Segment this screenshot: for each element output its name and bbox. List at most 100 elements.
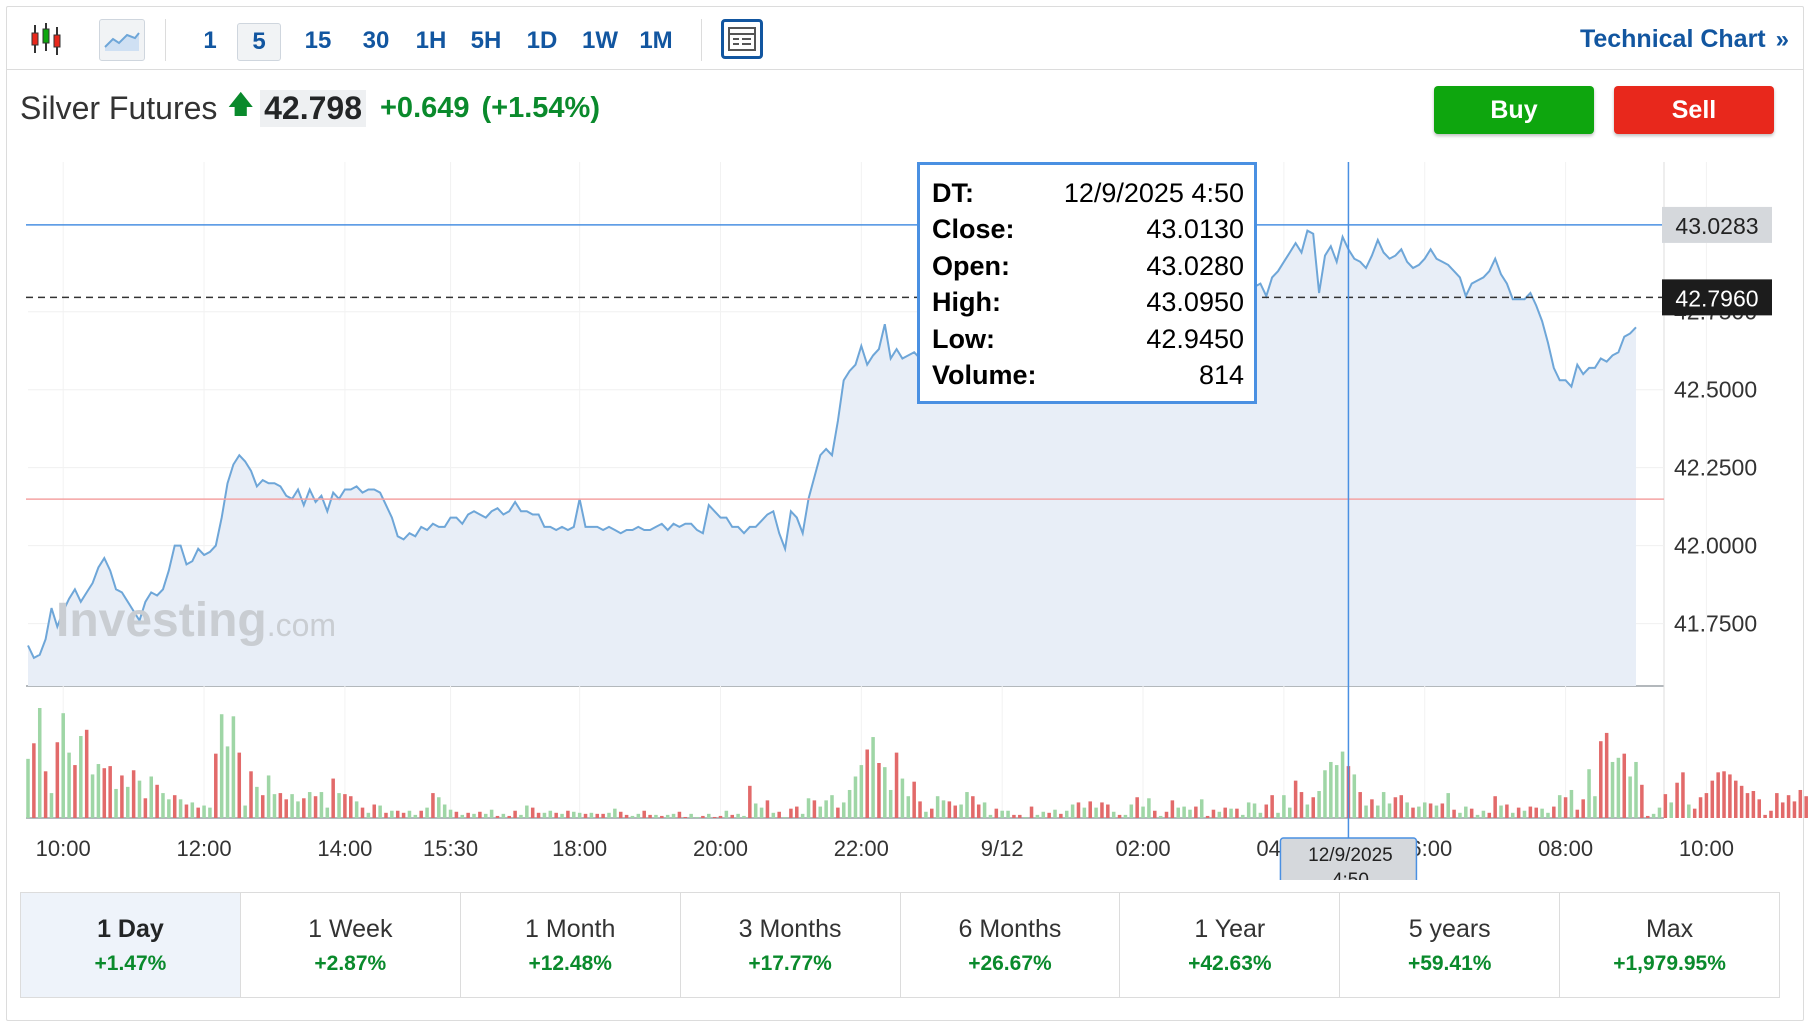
volume-bar <box>1704 793 1709 818</box>
volume-bar <box>1804 796 1808 818</box>
volume-bar <box>624 814 629 818</box>
volume-bar <box>1722 771 1726 818</box>
volume-bar <box>630 815 635 818</box>
period-tab[interactable]: 6 Months +26.67% <box>901 893 1121 997</box>
volume-bar <box>1452 809 1456 818</box>
volume-bar <box>1147 798 1151 818</box>
volume-bar <box>988 814 993 818</box>
candlestick-chart-icon[interactable] <box>27 19 67 59</box>
volume-bar <box>1106 804 1110 818</box>
period-tab[interactable]: 5 years +59.41% <box>1340 893 1561 997</box>
volume-bar <box>425 807 429 818</box>
timeframe-1h[interactable]: 1H <box>415 27 447 54</box>
price-chart[interactable]: 42.750042.500042.250042.000041.750010:00… <box>0 0 1808 880</box>
volume-bar <box>478 811 482 818</box>
volume-bar <box>442 804 447 818</box>
volume-bar <box>202 805 206 818</box>
volume-bar <box>695 816 699 818</box>
volume-bar <box>1176 807 1181 818</box>
volume-bar <box>1387 803 1392 818</box>
volume-bar <box>1692 808 1697 818</box>
volume-bar <box>395 810 400 818</box>
volume-bar <box>953 805 958 818</box>
volume-bar <box>1023 816 1028 818</box>
volume-bar <box>1657 807 1662 818</box>
volume-bar <box>519 814 523 818</box>
volume-bar <box>572 811 576 818</box>
volume-bar <box>818 806 823 818</box>
volume-bar <box>1276 812 1280 818</box>
volume-bar <box>196 807 200 818</box>
timeframe-1[interactable]: 1 <box>203 27 217 54</box>
volume-bar <box>548 810 553 818</box>
volume-bar <box>888 789 893 818</box>
volume-bar <box>824 800 828 818</box>
volume-bar <box>1217 811 1222 818</box>
layout-icon[interactable] <box>721 19 763 59</box>
crosshair-price-label: 43.0283 <box>1675 213 1758 239</box>
volume-bar <box>1305 804 1310 818</box>
volume-bar <box>1540 808 1544 818</box>
period-tab[interactable]: 3 Months +17.77% <box>681 893 901 997</box>
buy-button[interactable]: Buy <box>1434 86 1594 134</box>
volume-bar <box>841 802 846 818</box>
timeframe-1w[interactable]: 1W <box>582 27 618 54</box>
period-tab[interactable]: Max +1,979.95% <box>1560 893 1779 997</box>
volume-bar <box>724 810 729 818</box>
volume-bar <box>613 808 617 818</box>
volume-bar <box>1769 810 1773 818</box>
volume-bar <box>290 794 294 818</box>
period-label: Max <box>1645 915 1694 943</box>
period-tab[interactable]: 1 Week +2.87% <box>241 893 461 997</box>
timeframe-1d[interactable]: 1D <box>526 27 558 54</box>
volume-bar <box>172 795 177 818</box>
volume-bar <box>1604 732 1609 818</box>
sell-button[interactable]: Sell <box>1614 86 1774 134</box>
volume-bar <box>1299 792 1304 818</box>
volume-bar <box>971 796 975 818</box>
quote-header: Silver Futures 🡅 42.798 +0.649 (+1.54%) <box>20 86 600 130</box>
chart-toolbar: 1 5 15 30 1H 5H 1D 1W 1M Technical Chart… <box>7 7 1803 70</box>
volume-bar <box>167 799 171 818</box>
volume-bar <box>836 807 840 818</box>
area-chart-icon[interactable] <box>99 19 145 61</box>
volume-bar <box>460 814 465 818</box>
volume-bar <box>1575 809 1580 818</box>
volume-bar <box>260 795 265 818</box>
timeframe-5h[interactable]: 5H <box>470 27 502 54</box>
tooltip-row-high: High: 43.0950 <box>932 287 1244 318</box>
volume-bar <box>1194 806 1198 818</box>
volume-bar <box>1716 772 1720 818</box>
period-change: +42.63% <box>1188 952 1272 975</box>
volume-bar <box>689 813 693 818</box>
volume-bar <box>1029 806 1034 818</box>
volume-bar <box>1094 807 1098 818</box>
period-tab[interactable]: 1 Year +42.63% <box>1120 893 1341 997</box>
volume-bar <box>941 800 946 818</box>
timeframe-15[interactable]: 15 <box>304 27 332 54</box>
period-label: 1 Year <box>1194 915 1266 943</box>
volume-bar <box>390 810 394 818</box>
instrument-name: Silver Futures <box>20 89 218 126</box>
period-tab[interactable]: 1 Day +1.47% <box>21 893 241 997</box>
volume-bar <box>1053 809 1057 818</box>
volume-bar <box>1546 812 1550 818</box>
tooltip-row-date: DT: 12/9/2025 4:50 <box>932 178 1244 208</box>
volume-bar <box>237 752 242 818</box>
timeframe-5[interactable]: 5 <box>237 23 281 61</box>
volume-bar <box>272 794 277 818</box>
technical-chart-link[interactable]: Technical Chart » <box>1580 25 1789 54</box>
timeframe-1m[interactable]: 1M <box>639 27 673 54</box>
volume-bar <box>120 775 124 818</box>
volume-bar <box>507 815 511 818</box>
timeframe-30[interactable]: 30 <box>362 27 390 54</box>
volume-bar <box>912 781 916 818</box>
period-change: +12.48% <box>528 952 612 975</box>
period-selector: 1 Day +1.47% 1 Week +2.87% 1 Month +12.48% 3 M… <box>20 892 1780 998</box>
period-tab[interactable]: 1 Month +12.48% <box>461 893 681 997</box>
x-tick-label: 22:00 <box>834 836 889 861</box>
volume-bar <box>1763 814 1767 818</box>
volume-bar <box>607 812 611 818</box>
volume-bar <box>349 796 353 818</box>
volume-bar <box>654 814 658 818</box>
